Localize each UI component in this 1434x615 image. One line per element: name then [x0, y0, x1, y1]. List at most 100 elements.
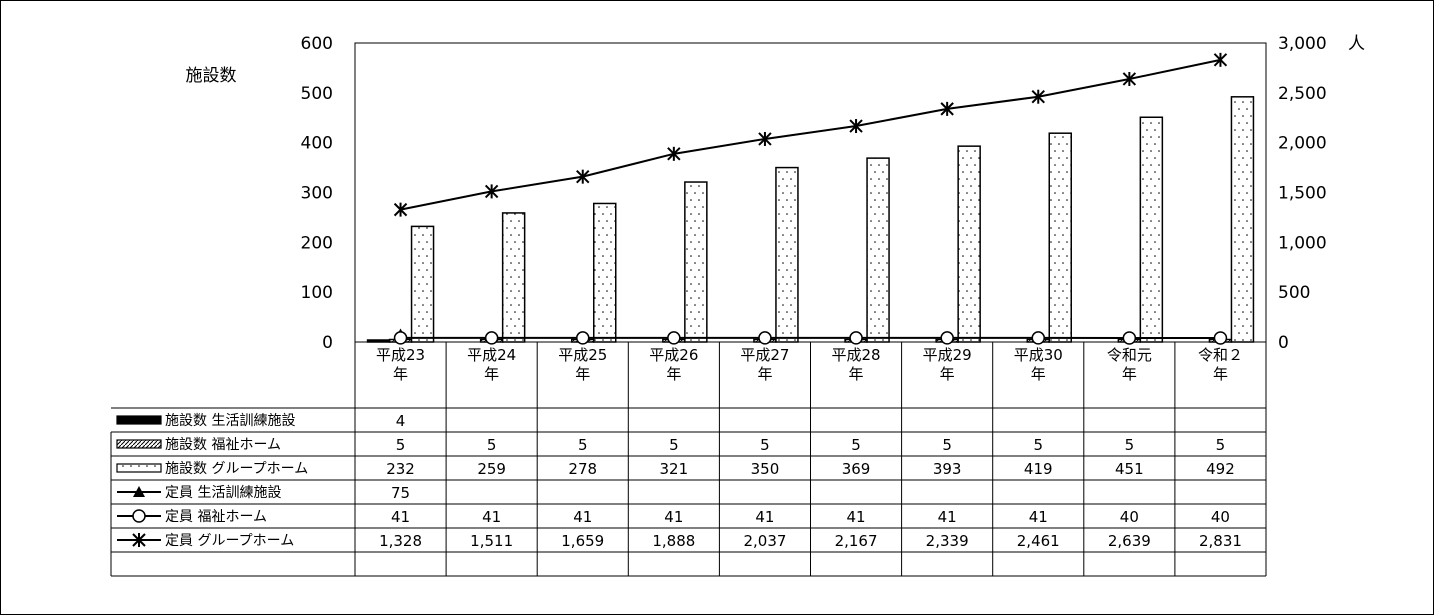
table-cell-value: 5 — [1216, 436, 1226, 454]
legend-label: 定員 福祉ホーム — [165, 509, 267, 525]
right-axis-tick-label: 1,500 — [1278, 184, 1327, 204]
category-label: 平成30 — [1014, 346, 1063, 364]
table-cell-value: 278 — [568, 460, 597, 478]
table-cell-value: 5 — [1125, 436, 1135, 454]
bar — [684, 181, 708, 343]
table-cell-value: 4 — [396, 412, 406, 430]
category-label: 令和２ — [1198, 346, 1243, 364]
data-point-star — [1122, 71, 1137, 86]
table-cell-value: 259 — [477, 460, 506, 478]
right-axis-tick-label: 2,500 — [1278, 84, 1327, 104]
legend-key-bar — [116, 463, 162, 473]
table-cell-value: 41 — [755, 508, 774, 526]
bar — [410, 225, 435, 343]
bar-layer — [366, 96, 1255, 343]
legend-label: 施設数 生活訓練施設 — [165, 413, 295, 429]
left-axis-tick-label: 400 — [301, 134, 333, 154]
table-cell-value: 2,831 — [1199, 532, 1242, 550]
table-cell-value: 2,461 — [1017, 532, 1060, 550]
table-cell-value: 1,328 — [379, 532, 422, 550]
category-label: 平成28 — [832, 346, 881, 364]
left-axis-tick-label: 600 — [301, 34, 333, 54]
table-cell-value: 1,888 — [652, 532, 695, 550]
series-line — [400, 58, 1221, 211]
bar — [593, 202, 617, 343]
data-point-circle — [1031, 331, 1045, 345]
text-layer: 0 100 200 300 400 500 600 施設数 0 500 1,000 1,500 2,00… — [165, 34, 1365, 550]
data-point-star — [484, 184, 499, 199]
table-cell-value: 2,639 — [1108, 532, 1151, 550]
category-label-suffix: 年 — [757, 365, 772, 383]
data-point-star — [576, 169, 590, 184]
right-axis-tick-label: 500 — [1278, 283, 1310, 303]
bar — [957, 145, 981, 343]
category-label-suffix: 年 — [666, 365, 681, 383]
category-label: 平成29 — [923, 346, 972, 364]
left-axis-tick-label: 0 — [322, 333, 333, 353]
category-label-suffix: 年 — [940, 365, 955, 383]
right-axis-tick-label: 1,000 — [1278, 233, 1327, 253]
table-cell-value: 5 — [578, 436, 588, 454]
table-cell-value: 75 — [391, 484, 410, 502]
line-layer — [393, 52, 1228, 345]
table-cell-value: 5 — [1033, 436, 1043, 454]
legend-label: 定員 グループホーム — [165, 533, 294, 549]
table-cell-value: 41 — [938, 508, 957, 526]
table-cell-value: 2,167 — [835, 532, 878, 550]
table-cell-value: 40 — [1120, 508, 1139, 526]
data-point-star — [393, 202, 408, 217]
plot-area — [354, 42, 1267, 343]
table-cell-value: 451 — [1115, 460, 1144, 478]
data-point-circle — [849, 331, 863, 345]
left-axis-tick-label: 300 — [301, 184, 333, 204]
table-cell-value: 492 — [1206, 460, 1235, 478]
table-grid — [110, 342, 1267, 577]
legend-label: 施設数 グループホーム — [165, 461, 308, 477]
chart-axes — [354, 42, 1267, 343]
category-label: 平成24 — [467, 346, 516, 364]
table-cell-value: 5 — [396, 436, 406, 454]
table-cell-value: 41 — [847, 508, 866, 526]
table-cell-value: 40 — [1211, 508, 1230, 526]
category-label-suffix: 年 — [393, 365, 408, 383]
data-point-star — [940, 101, 954, 116]
category-label: 令和元 — [1107, 346, 1152, 364]
category-label: 平成27 — [740, 346, 789, 364]
data-point-circle — [1122, 331, 1137, 345]
table-cell-value: 5 — [487, 436, 497, 454]
left-axis-tick-label: 200 — [301, 233, 333, 253]
table-cell-value: 41 — [1029, 508, 1048, 526]
bar — [1048, 132, 1072, 343]
left-axis-title: 施設数 — [186, 66, 237, 86]
data-point-star — [849, 119, 863, 134]
bar — [866, 157, 890, 343]
category-label-suffix: 年 — [575, 365, 590, 383]
right-axis-tick-label: 2,000 — [1278, 134, 1327, 154]
data-point-circle — [132, 509, 146, 523]
table-cell-value: 393 — [933, 460, 962, 478]
category-label-suffix: 年 — [1213, 365, 1228, 383]
right-axis-tick-label: 3,000 — [1278, 34, 1327, 54]
category-label-suffix: 年 — [484, 365, 499, 383]
table-cell-value: 5 — [760, 436, 770, 454]
category-label: 平成26 — [649, 346, 698, 364]
data-point-star — [1031, 89, 1045, 104]
data-point-circle — [940, 331, 954, 345]
right-axis-tick-label: 0 — [1278, 333, 1289, 353]
table-cell-value: 41 — [391, 508, 410, 526]
category-label-suffix: 年 — [1031, 365, 1046, 383]
data-point-circle — [758, 331, 772, 345]
table-cell-value: 2,037 — [743, 532, 786, 550]
data-point-star — [667, 146, 681, 161]
table-cell-value: 41 — [664, 508, 683, 526]
bar — [1139, 116, 1164, 343]
bar — [366, 339, 391, 343]
table-cell-value: 5 — [851, 436, 861, 454]
legend-label: 施設数 福祉ホーム — [165, 437, 281, 453]
table-cell-value: 321 — [660, 460, 689, 478]
table-cell-value: 41 — [573, 508, 592, 526]
table-cell-value: 369 — [842, 460, 871, 478]
category-label-suffix: 年 — [1122, 365, 1137, 383]
